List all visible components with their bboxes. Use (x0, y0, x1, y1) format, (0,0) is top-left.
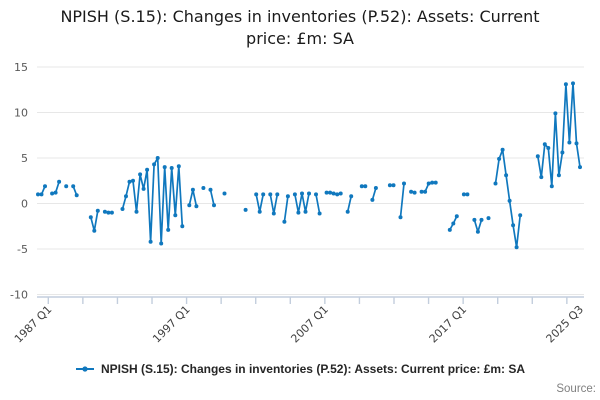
svg-text:-10: -10 (10, 289, 28, 302)
svg-text:15: 15 (14, 61, 28, 74)
svg-text:-5: -5 (17, 243, 28, 256)
legend: NPISH (S.15): Changes in inventories (P.… (0, 360, 600, 378)
svg-text:10: 10 (14, 107, 28, 120)
page-title: NPISH (S.15): Changes in inventories (P.… (30, 6, 570, 50)
svg-text:2025 Q3: 2025 Q3 (544, 303, 587, 346)
title-line-1: NPISH (S.15): Changes in inventories (P.… (60, 7, 540, 26)
svg-text:2007 Q1: 2007 Q1 (288, 303, 331, 346)
svg-text:1987 Q1: 1987 Q1 (12, 303, 55, 346)
svg-text:2017 Q1: 2017 Q1 (427, 303, 470, 346)
source-attribution: Source: (556, 383, 596, 395)
svg-text:0: 0 (21, 198, 28, 211)
title-line-2: price: £m: SA (246, 29, 354, 48)
legend-label: NPISH (S.15): Changes in inventories (P.… (100, 362, 526, 376)
svg-text:1997 Q1: 1997 Q1 (150, 303, 193, 346)
legend-series-marker-icon (75, 366, 94, 372)
svg-text:5: 5 (21, 152, 28, 165)
